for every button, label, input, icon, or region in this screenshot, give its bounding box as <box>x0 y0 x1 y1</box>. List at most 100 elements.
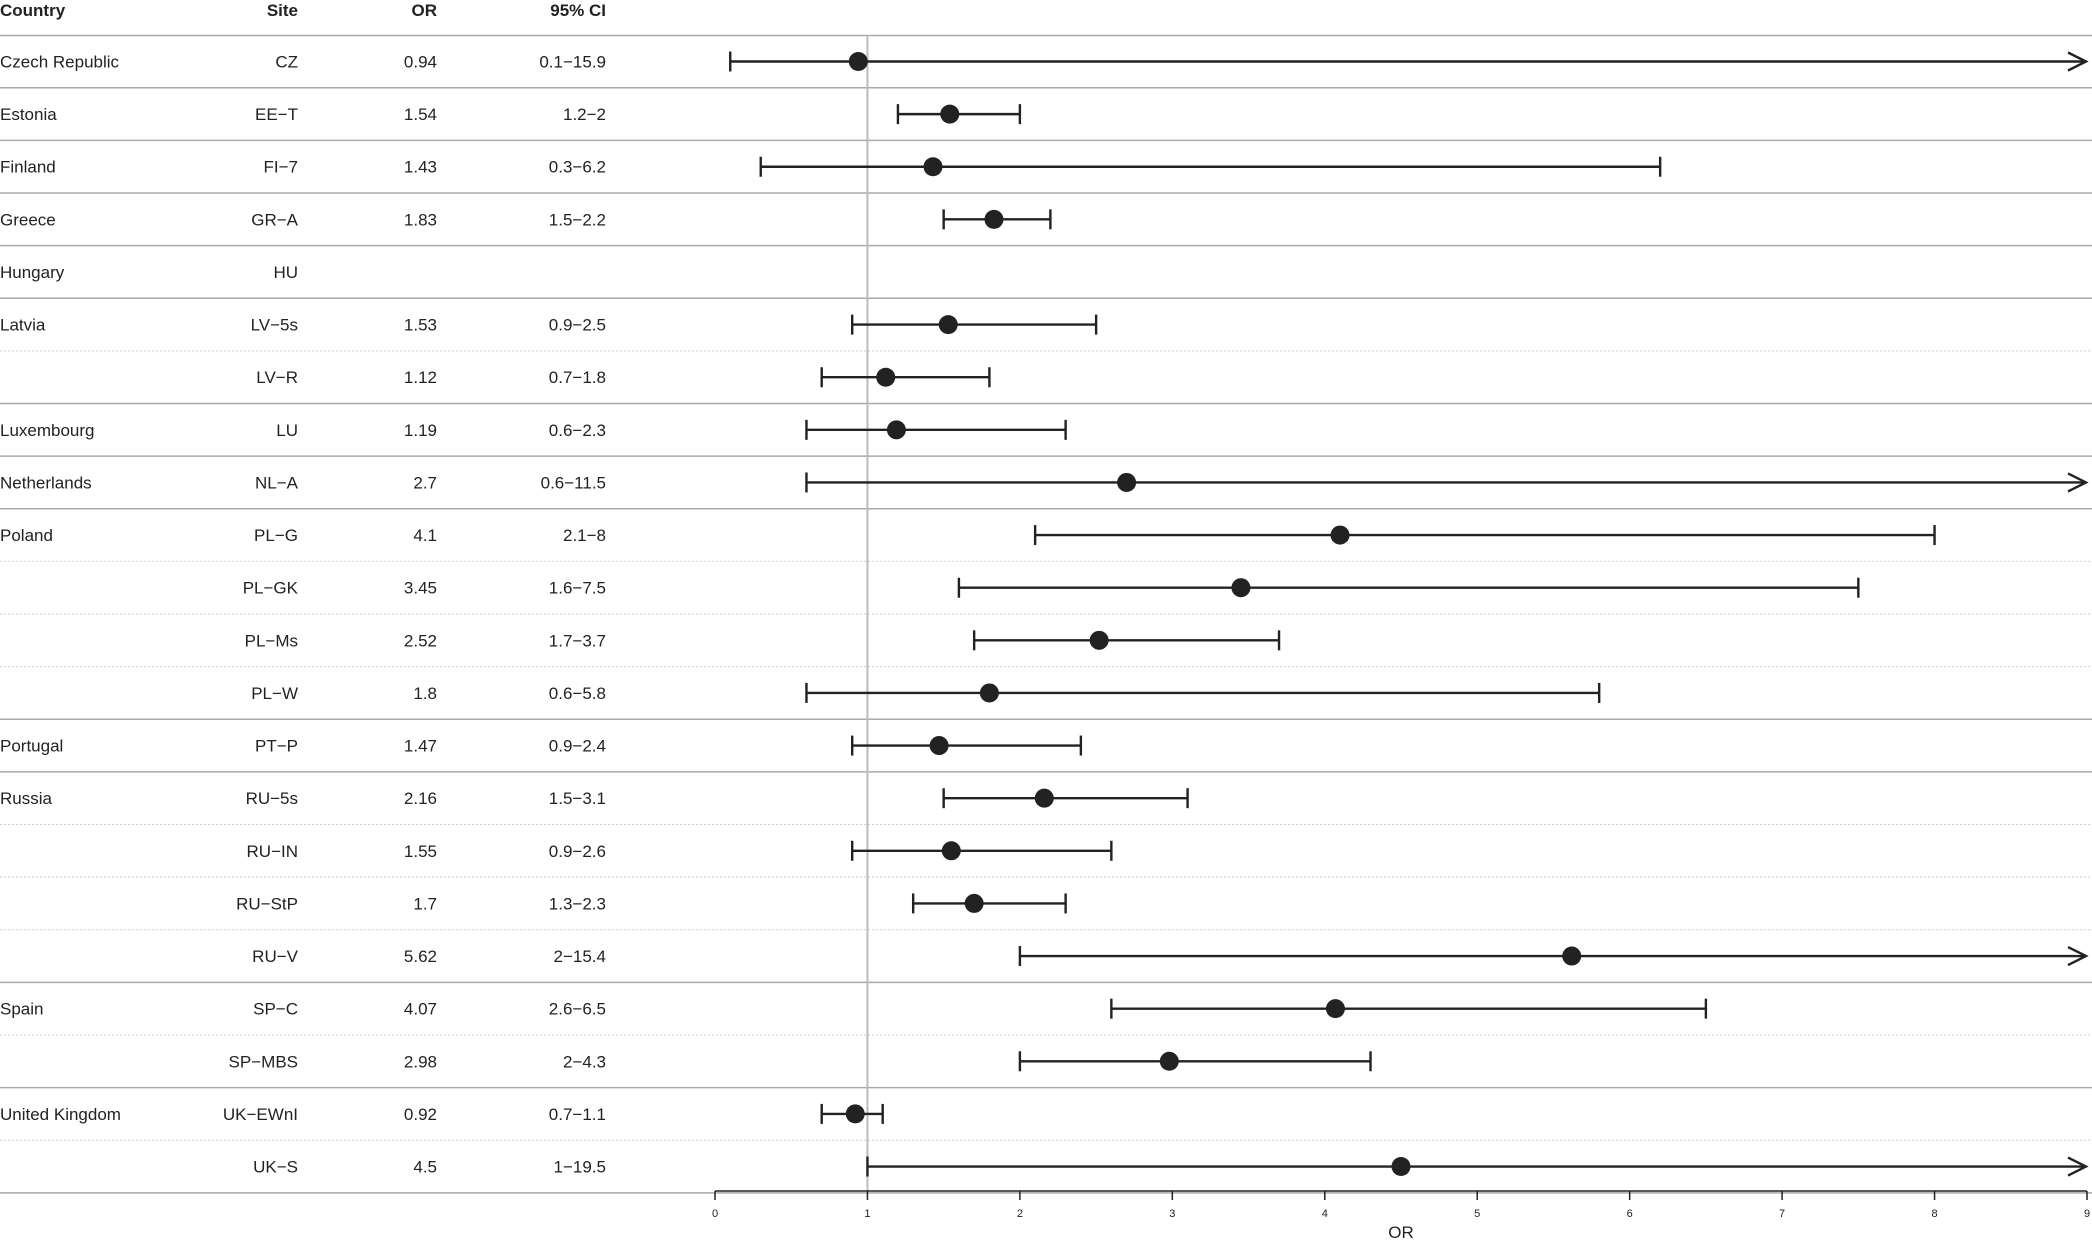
or-value: 1.7 <box>413 894 437 913</box>
table-row: United Kingdom UK−EWnI 0.92 0.7−1.1 <box>0 1105 606 1124</box>
or-value: 1.53 <box>404 316 437 335</box>
x-axis-title: OR <box>1388 1223 1414 1242</box>
table-row: UK−S 4.5 1−19.5 <box>253 1158 606 1177</box>
or-point <box>941 841 961 861</box>
country-label: Finland <box>0 158 56 177</box>
site-label: PL−Ms <box>245 631 298 650</box>
ci-value: 0.6−11.5 <box>541 473 606 492</box>
ci-value: 1.3−2.3 <box>549 894 606 913</box>
x-tick-label: 7 <box>1779 1208 1785 1220</box>
ci-value: 1.6−7.5 <box>549 579 606 598</box>
table-row: Hungary HU <box>0 263 298 282</box>
or-point <box>1391 1157 1411 1177</box>
or-point <box>848 52 868 71</box>
country-label: Portugal <box>0 737 63 756</box>
country-label: Russia <box>0 789 53 808</box>
or-value: 3.45 <box>404 579 437 598</box>
or-point <box>929 736 949 756</box>
ci-value: 0.9−2.6 <box>549 842 606 861</box>
table-row: Russia RU−5s 2.16 1.5−3.1 <box>0 789 606 808</box>
table-row: PL−GK 3.45 1.6−7.5 <box>243 579 606 598</box>
plot-marks <box>729 51 2089 1177</box>
ci-value: 1.2−2 <box>563 105 606 124</box>
or-value: 4.1 <box>413 526 437 545</box>
or-point <box>964 893 984 913</box>
ci-value: 2.6−6.5 <box>549 1000 606 1019</box>
table-row: Portugal PT−P 1.47 0.9−2.4 <box>0 737 606 756</box>
or-value: 1.12 <box>404 368 437 387</box>
site-label: HU <box>273 263 298 282</box>
or-point <box>1089 630 1109 650</box>
header-country: Country <box>0 1 66 20</box>
or-value: 4.07 <box>404 1000 437 1019</box>
ci-arrow <box>2067 51 2089 72</box>
table-row: Finland FI−7 1.43 0.3−6.2 <box>0 158 606 177</box>
or-value: 1.54 <box>404 105 437 124</box>
site-label: EE−T <box>255 105 298 124</box>
or-value: 2.16 <box>404 789 437 808</box>
or-point <box>1231 578 1251 598</box>
table-row: SP−MBS 2.98 2−4.3 <box>229 1052 606 1071</box>
site-label: PT−P <box>255 737 298 756</box>
or-value: 2.7 <box>413 473 437 492</box>
ci-arrow <box>2067 472 2089 493</box>
ci-value: 2−4.3 <box>563 1052 606 1071</box>
or-value: 1.47 <box>404 737 437 756</box>
ci-value: 2−15.4 <box>554 947 606 966</box>
x-tick-label: 6 <box>1627 1208 1633 1220</box>
or-value: 2.52 <box>404 631 437 650</box>
header-or: OR <box>412 1 438 20</box>
site-label: LV−5s <box>251 316 298 335</box>
site-label: FI−7 <box>264 158 299 177</box>
country-label: Netherlands <box>0 473 92 492</box>
country-label: Hungary <box>0 263 65 282</box>
ci-value: 0.6−5.8 <box>549 684 606 703</box>
x-tick-label: 8 <box>1931 1208 1937 1220</box>
header-site: Site <box>267 1 298 20</box>
table-row: Czech Republic CZ 0.94 0.1−15.9 <box>0 53 606 72</box>
table-row: Spain SP−C 4.07 2.6−6.5 <box>0 1000 606 1019</box>
or-value: 2.98 <box>404 1052 437 1071</box>
ci-value: 2.1−8 <box>563 526 606 545</box>
or-point <box>938 315 958 335</box>
ci-value: 0.3−6.2 <box>549 158 606 177</box>
or-value: 1.8 <box>413 684 437 703</box>
ci-value: 0.1−15.9 <box>539 53 606 72</box>
x-tick-label: 4 <box>1322 1208 1328 1220</box>
ci-value: 0.7−1.8 <box>549 368 606 387</box>
country-label: Czech Republic <box>0 53 120 72</box>
ci-value: 0.9−2.5 <box>549 316 606 335</box>
ci-value: 0.7−1.1 <box>549 1105 606 1124</box>
x-axis: 0 1 2 3 4 5 6 7 8 9 OR <box>712 1190 2090 1242</box>
or-point <box>984 209 1004 229</box>
ci-value: 1.7−3.7 <box>549 631 606 650</box>
table-row: PL−W 1.8 0.6−5.8 <box>251 684 606 703</box>
country-label: Poland <box>0 526 53 545</box>
or-value: 1.55 <box>404 842 437 861</box>
ci-value: 1−19.5 <box>554 1158 606 1177</box>
or-point <box>923 157 943 177</box>
ci-value: 1.5−3.1 <box>549 789 606 808</box>
site-label: RU−V <box>252 947 298 966</box>
table-row: RU−V 5.62 2−15.4 <box>252 947 606 966</box>
table-row: LV−R 1.12 0.7−1.8 <box>256 368 606 387</box>
or-value: 1.19 <box>404 421 437 440</box>
row-separators <box>0 34 2092 1194</box>
x-tick-label: 5 <box>1474 1208 1480 1220</box>
table-row: Greece GR−A 1.83 1.5−2.2 <box>0 210 606 229</box>
or-value: 5.62 <box>404 947 437 966</box>
site-label: NL−A <box>255 473 299 492</box>
or-point <box>979 683 999 703</box>
x-tick-label: 1 <box>864 1208 870 1220</box>
or-point <box>1562 946 1582 966</box>
x-tick-label: 3 <box>1169 1208 1175 1220</box>
ci-arrow <box>2067 1156 2089 1177</box>
x-tick-label: 9 <box>2084 1208 2090 1220</box>
x-tick-label: 0 <box>712 1208 718 1220</box>
table-row: RU−IN 1.55 0.9−2.6 <box>247 842 606 861</box>
table-row: Netherlands NL−A 2.7 0.6−11.5 <box>0 473 606 492</box>
table-row: Estonia EE−T 1.54 1.2−2 <box>0 105 606 124</box>
site-label: PL−GK <box>243 579 299 598</box>
or-value: 0.94 <box>404 53 437 72</box>
